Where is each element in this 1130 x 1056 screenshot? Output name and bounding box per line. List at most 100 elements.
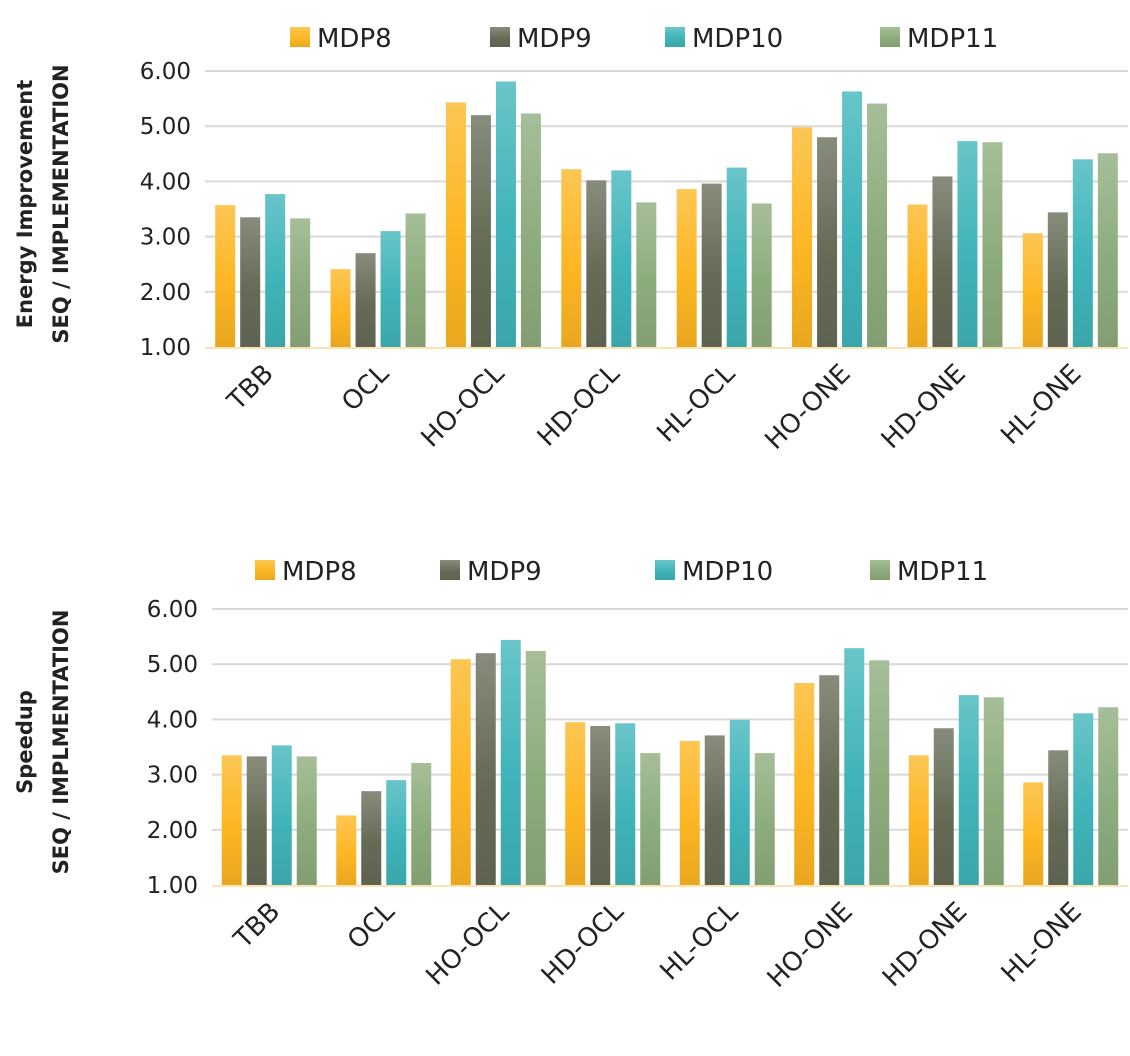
- y-tick-label: 6.00: [147, 597, 198, 623]
- bar-mdp10-ho-one: [844, 648, 865, 885]
- bar-mdp10-hd-one: [958, 695, 979, 885]
- legend-swatch: [490, 27, 510, 47]
- bar-mdp11-hl-one: [1098, 707, 1119, 885]
- bar-mdp10-hl-ocl: [726, 167, 747, 347]
- bar-mdp10-tbb: [271, 745, 292, 885]
- legend-label: MDP11: [907, 24, 998, 54]
- bar-mdp11-tbb: [296, 756, 317, 885]
- bar-mdp9-ho-ocl: [475, 653, 496, 885]
- legend-label: MDP10: [692, 24, 783, 54]
- bar-mdp9-hl-one: [1048, 750, 1069, 885]
- y-tick-label: 6.00: [140, 59, 191, 85]
- y-axis-subtitle: SEQ / IMPLMENTATION: [49, 610, 73, 875]
- x-tick-label: HD-ONE: [876, 359, 972, 455]
- legend-swatch: [290, 27, 310, 47]
- bar-mdp8-hd-one: [908, 755, 929, 885]
- bar-mdp8-hl-one: [1022, 233, 1043, 347]
- bar-mdp10-hl-one: [1073, 713, 1094, 885]
- bar-mdp8-hl-ocl: [676, 189, 697, 347]
- y-axis-title: Energy Improvement: [13, 80, 37, 328]
- x-tick-label: HO-OCL: [416, 358, 511, 453]
- legend-label: MDP10: [682, 557, 773, 587]
- x-tick-label: HL-OCL: [651, 358, 741, 448]
- y-tick-label: 1.00: [140, 335, 191, 361]
- bar-mdp11-ho-one: [867, 103, 888, 348]
- bar-mdp11-hd-one: [982, 142, 1003, 347]
- y-tick-label: 5.00: [147, 652, 198, 678]
- y-tick-label: 4.00: [147, 707, 198, 733]
- bar-mdp8-ho-one: [792, 127, 813, 347]
- bar-mdp11-hd-ocl: [636, 202, 657, 347]
- legend-swatch: [655, 560, 675, 580]
- legend-swatch: [870, 560, 890, 580]
- bar-mdp9-hl-ocl: [704, 735, 725, 885]
- legend-label: MDP9: [517, 24, 592, 54]
- bar-mdp11-hl-ocl: [754, 753, 775, 885]
- bar-mdp11-ocl: [411, 763, 432, 885]
- bar-mdp10-ocl: [386, 780, 407, 885]
- bar-mdp11-ho-ocl: [525, 650, 546, 885]
- bar-mdp11-hd-one: [983, 697, 1004, 885]
- y-tick-label: 2.00: [147, 818, 198, 844]
- bar-mdp9-hl-one: [1047, 212, 1068, 347]
- legend-swatch: [665, 27, 685, 47]
- bar-mdp8-hd-ocl: [561, 169, 582, 347]
- x-tick-label: OCL: [336, 358, 395, 417]
- x-tick-label: HD-OCL: [536, 896, 630, 990]
- x-tick-label: HL-ONE: [996, 897, 1088, 989]
- bar-mdp10-hd-one: [957, 141, 978, 347]
- legend-label: MDP8: [317, 24, 392, 54]
- x-tick-label: HO-ONE: [762, 897, 859, 994]
- x-tick-label: HO-ONE: [760, 359, 857, 456]
- bar-mdp9-ho-one: [819, 675, 840, 885]
- bar-mdp8-tbb: [221, 755, 242, 885]
- bar-mdp9-tbb: [240, 217, 261, 347]
- x-tick-label: HD-ONE: [877, 897, 973, 993]
- bar-mdp9-hd-one: [933, 728, 954, 885]
- bar-mdp9-hd-ocl: [586, 180, 607, 347]
- bar-mdp10-hd-ocl: [615, 723, 636, 885]
- legend-swatch: [440, 560, 460, 580]
- y-axis-title: Speedup: [13, 690, 37, 794]
- bar-mdp10-hd-ocl: [611, 170, 632, 347]
- y-tick-label: 4.00: [140, 169, 191, 195]
- bar-mdp11-tbb: [290, 218, 311, 347]
- bar-mdp8-hd-one: [907, 204, 928, 347]
- bar-mdp9-hd-one: [932, 176, 953, 347]
- bar-mdp8-hl-ocl: [679, 740, 700, 885]
- y-axis-subtitle: SEQ / IMPLEMENTATION: [49, 64, 73, 343]
- legend-label: MDP8: [282, 557, 357, 587]
- bar-mdp11-ho-ocl: [520, 113, 541, 347]
- legend-label: MDP9: [467, 557, 542, 587]
- bar-mdp10-ho-ocl: [500, 639, 521, 885]
- bar-mdp9-hd-ocl: [590, 726, 611, 885]
- bar-mdp8-tbb: [215, 205, 236, 347]
- x-tick-label: TBB: [228, 897, 286, 955]
- bar-mdp11-hd-ocl: [640, 753, 661, 885]
- bar-mdp10-hl-one: [1072, 159, 1093, 347]
- bar-mdp8-hl-one: [1023, 782, 1044, 885]
- legend-swatch: [880, 27, 900, 47]
- bar-mdp8-ocl: [330, 269, 351, 347]
- bar-mdp10-tbb: [265, 194, 286, 347]
- bar-mdp9-ho-ocl: [470, 115, 491, 347]
- x-tick-label: HO-OCL: [420, 896, 515, 991]
- x-tick-label: OCL: [342, 896, 401, 955]
- bar-mdp10-hl-ocl: [729, 719, 750, 885]
- legend-swatch: [255, 560, 275, 580]
- bar-mdp11-ho-one: [869, 660, 890, 885]
- bar-mdp11-hl-one: [1097, 153, 1118, 347]
- bar-mdp8-ho-one: [794, 682, 815, 885]
- y-tick-label: 3.00: [147, 763, 198, 789]
- bar-mdp9-ocl: [355, 253, 376, 347]
- bar-mdp8-ocl: [336, 815, 357, 885]
- bar-mdp8-hd-ocl: [565, 722, 586, 885]
- bar-mdp9-ho-one: [817, 137, 838, 347]
- y-tick-label: 5.00: [140, 114, 191, 140]
- legend-label: MDP11: [897, 557, 988, 587]
- x-tick-label: HL-OCL: [655, 896, 745, 986]
- x-tick-label: HL-ONE: [995, 359, 1087, 451]
- bar-mdp9-ocl: [361, 791, 382, 885]
